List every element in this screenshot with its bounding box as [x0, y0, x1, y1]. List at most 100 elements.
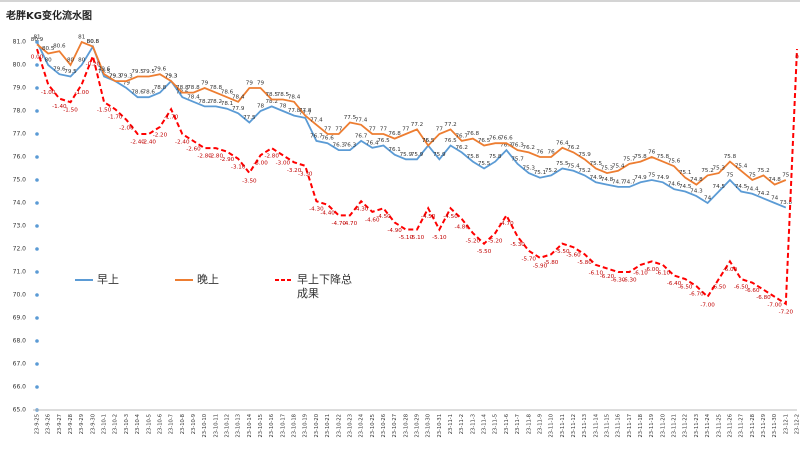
y-tick-mark	[35, 155, 39, 159]
x-tick-label: 23-10-21	[325, 414, 331, 438]
data-label: 76.6	[489, 136, 502, 142]
data-label: -3.10	[231, 164, 246, 170]
x-tick-label: 23-11-26	[727, 414, 733, 438]
x-tick-label: 23-10-26	[381, 414, 387, 438]
x-tick-label: 23-11-5	[493, 414, 499, 434]
data-label: -3.00	[253, 161, 268, 167]
x-tick-label: 23-10-11	[213, 414, 219, 438]
x-tick-label: 23-11-30	[772, 414, 778, 438]
data-label: 75.3	[601, 166, 614, 172]
data-label: -4.40	[320, 210, 335, 216]
data-label: -4.50	[443, 214, 458, 220]
data-label: -1.50	[97, 108, 112, 114]
data-label: -6.00	[644, 267, 659, 273]
data-label: 78	[257, 104, 265, 110]
y-tick-mark	[35, 247, 39, 251]
data-label: 75.3	[713, 166, 726, 172]
data-label: 77	[402, 127, 410, 133]
data-label: 75.8	[657, 154, 670, 160]
data-label: -7.00	[700, 302, 715, 308]
y-tick-label: 78.0	[13, 108, 27, 115]
x-tick-label: 23-10-22	[336, 414, 342, 438]
data-label: -1.70	[164, 115, 179, 121]
x-tick-label: 23-11-17	[627, 414, 633, 438]
data-label: 78.6	[131, 90, 144, 96]
x-tick-label: 23-10-14	[247, 413, 253, 437]
data-label: -6.70	[689, 292, 704, 298]
data-label: 74.8	[690, 177, 703, 183]
chart-title: 老胖KG变化流水图	[5, 9, 92, 22]
data-label: 74.5	[735, 184, 748, 190]
data-label: 0.00	[31, 55, 44, 61]
data-label: 75.8	[634, 154, 647, 160]
series-line	[36, 40, 787, 186]
y-tick-label: 68.0	[13, 338, 27, 345]
data-label: 77	[324, 127, 332, 133]
data-label: 80.9	[31, 37, 44, 43]
x-tick-label: 23-10-19	[303, 414, 309, 438]
data-label: 74	[771, 196, 779, 202]
y-tick-mark	[35, 293, 39, 297]
data-label: 78.2	[265, 99, 277, 105]
data-label: -5.70	[522, 256, 537, 262]
data-label: 80.8	[87, 39, 100, 45]
x-tick-label: 23-11-20	[660, 414, 666, 438]
data-label: 77	[335, 127, 343, 133]
y-tick-mark	[35, 316, 39, 320]
data-label: 78.8	[176, 85, 189, 91]
data-label: 76.4	[556, 140, 569, 146]
data-label: -6.50	[712, 285, 727, 291]
data-label: -2.40	[142, 140, 157, 146]
data-label: -5.20	[466, 239, 481, 245]
data-label: -1.50	[63, 108, 78, 114]
x-tick-label: 23-11-7	[515, 414, 521, 434]
data-label: 75.1	[534, 170, 547, 176]
data-label: -4.70	[499, 221, 514, 227]
data-label: 77	[369, 127, 377, 133]
data-label: -1.40	[52, 104, 67, 110]
x-tick-label: 23-10-15	[258, 414, 264, 438]
data-label: 78.5	[277, 92, 290, 98]
data-label: -5.60	[566, 253, 581, 259]
data-label: 75.4	[612, 163, 625, 169]
data-label: 76.6	[500, 136, 513, 142]
x-tick-label: 23-10-5	[146, 414, 152, 434]
data-label: 75.8	[489, 154, 502, 160]
y-tick-label: 81.0	[13, 39, 27, 46]
data-label: -5.80	[577, 260, 592, 266]
data-label: -6.20	[600, 274, 615, 280]
legend-label: 早上下降总成果	[297, 272, 352, 300]
data-label: 76.2	[523, 145, 535, 151]
data-label: 75.7	[511, 156, 524, 162]
data-label: 78.2	[198, 99, 210, 105]
data-label: 79.3	[165, 74, 178, 80]
data-label: 75.9	[433, 152, 446, 158]
data-label: 79.3	[109, 74, 122, 80]
data-label: 75.7	[623, 156, 636, 162]
data-label: 81	[78, 35, 86, 41]
data-label: 77	[380, 127, 388, 133]
data-label: 78.4	[232, 94, 245, 100]
x-tick-label: 23-11-4	[482, 413, 488, 434]
x-tick-label: 23-11-13	[582, 414, 588, 438]
x-tick-label: 23-10-10	[202, 414, 208, 438]
data-label: 79.3	[109, 74, 122, 80]
data-label: 78.8	[187, 85, 200, 91]
x-tick-label: 23-11-25	[716, 414, 722, 438]
x-tick-label: 23-11-18	[638, 414, 644, 438]
series-line	[36, 41, 787, 209]
data-label: 74.5	[679, 184, 692, 190]
x-tick-label: 23-10-18	[292, 414, 298, 438]
data-label: 75.2	[545, 168, 557, 174]
data-label: 77.2	[444, 122, 456, 128]
data-label: 74.6	[668, 182, 681, 188]
data-label: 74.8	[768, 177, 781, 183]
data-label: 76.5	[444, 138, 457, 144]
data-label: -6.10	[589, 270, 604, 276]
x-tick-label: 23-10-29	[415, 414, 421, 438]
y-tick-mark	[35, 339, 39, 343]
y-tick-label: 65.0	[13, 407, 27, 414]
x-tick-label: 23-10-1	[102, 414, 108, 434]
